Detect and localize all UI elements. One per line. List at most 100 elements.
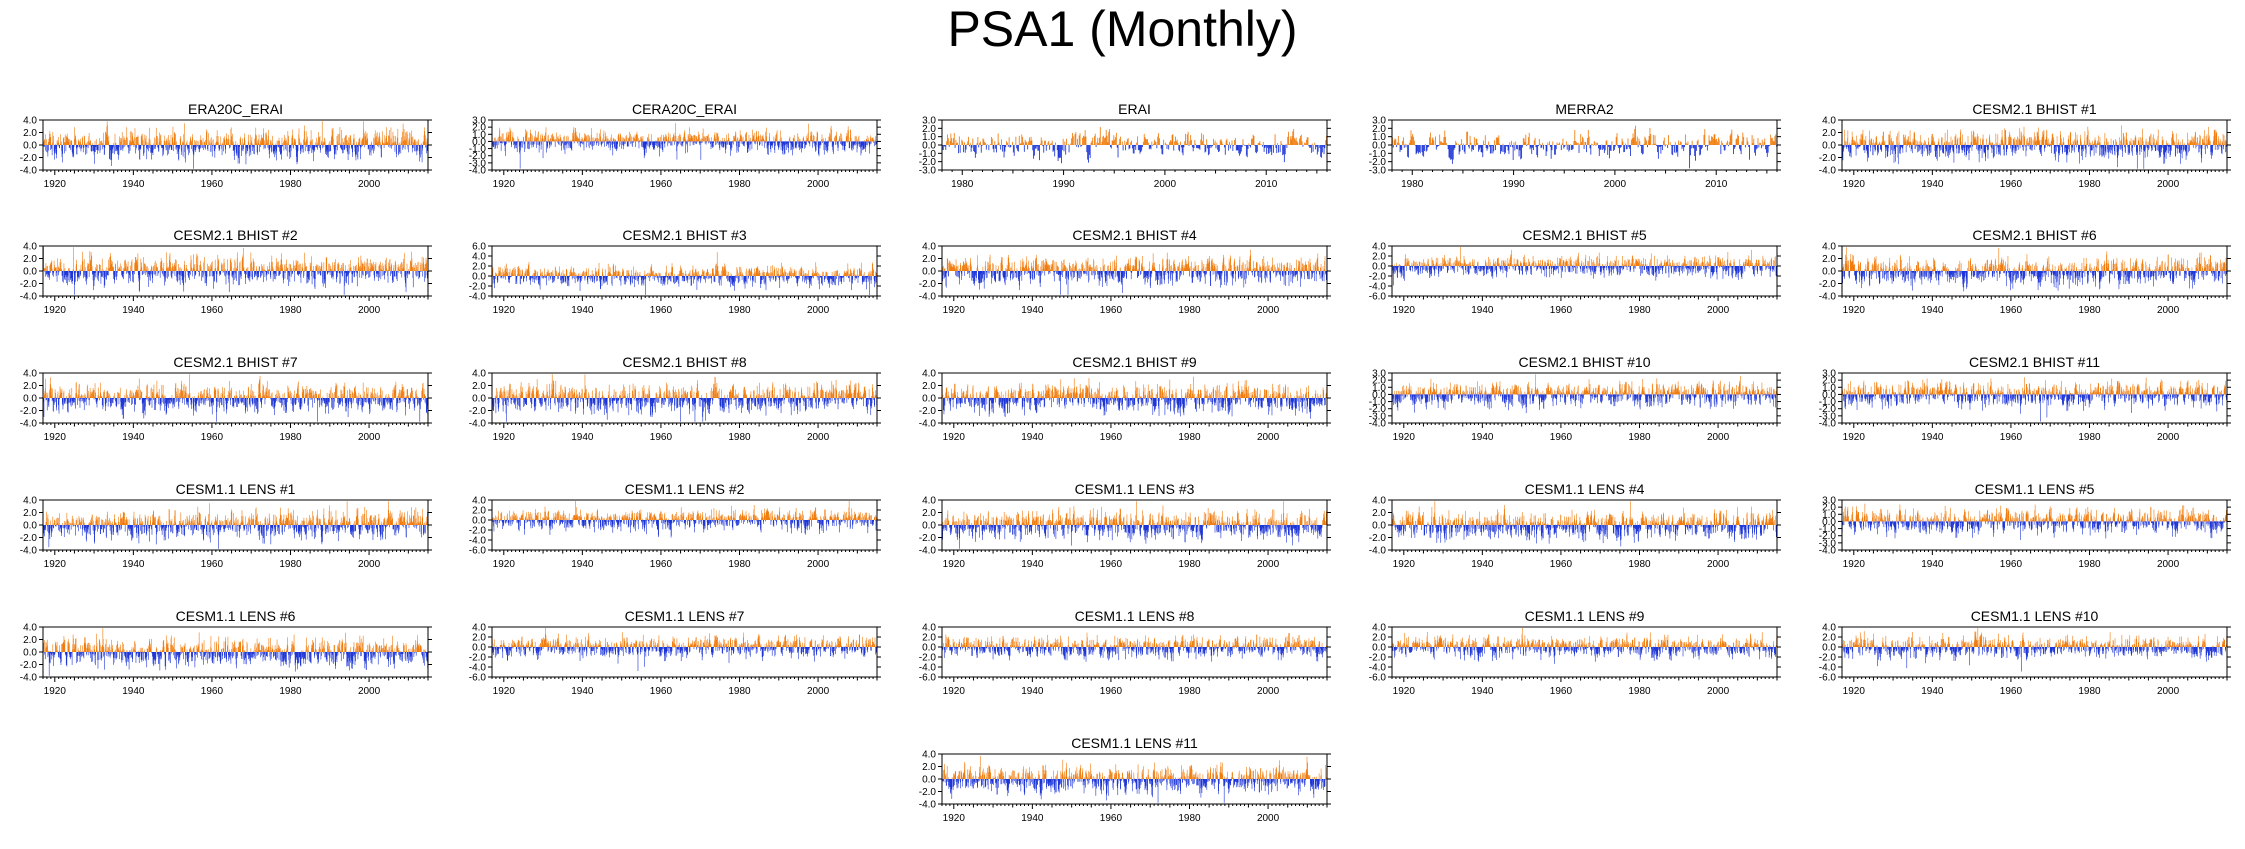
anomaly-bar (200, 145, 201, 148)
anomaly-bar (252, 137, 253, 145)
anomaly-bar (344, 142, 345, 145)
anomaly-bar (270, 145, 271, 149)
anomaly-bar (328, 144, 329, 145)
anomaly-bar (123, 145, 124, 149)
anomaly-bar (102, 141, 103, 145)
anomaly-bar (102, 145, 103, 149)
anomaly-bar (201, 145, 202, 148)
anomaly-bar (163, 145, 164, 149)
anomaly-bar (204, 142, 205, 145)
anomaly-bar (162, 145, 163, 148)
anomaly-bar (312, 145, 313, 149)
anomaly-bar (55, 144, 56, 145)
anomaly-bar (79, 143, 80, 145)
anomaly-bar (371, 145, 372, 156)
anomaly-bar (130, 131, 131, 145)
anomaly-bar (100, 145, 101, 150)
anomaly-bar (253, 144, 254, 145)
anomaly-bar (115, 143, 116, 145)
anomaly-bar (209, 141, 210, 145)
anomaly-bar (218, 142, 219, 145)
anomaly-bar (87, 145, 88, 154)
anomaly-bar (181, 145, 182, 155)
anomaly-bar (369, 145, 370, 155)
anomaly-bar (52, 145, 53, 155)
anomaly-bar (359, 139, 360, 145)
anomaly-bar (90, 145, 91, 146)
anomaly-bar (103, 144, 104, 145)
anomaly-bar (70, 141, 71, 145)
anomaly-bar (137, 137, 138, 145)
anomaly-bar (96, 139, 97, 145)
anomaly-bar (126, 145, 127, 146)
anomaly-bar (168, 145, 169, 154)
anomaly-bar (292, 130, 293, 145)
anomaly-bar (220, 145, 221, 146)
anomaly-bar (167, 145, 168, 155)
anomaly-bar (142, 136, 143, 145)
anomaly-bar (340, 127, 341, 145)
anomaly-bar (279, 138, 280, 145)
anomaly-bar (62, 145, 63, 154)
anomaly-bar (377, 132, 378, 145)
anomaly-bar (320, 136, 321, 145)
anomaly-bar (288, 136, 289, 145)
anomaly-bar (381, 145, 382, 158)
anomaly-bar (318, 145, 319, 146)
anomaly-bar (51, 137, 52, 145)
anomaly-bar (154, 137, 155, 145)
anomaly-bar (204, 145, 205, 147)
anomaly-bar (265, 133, 266, 145)
anomaly-bar (300, 142, 301, 145)
anomaly-bar (358, 142, 359, 145)
anomaly-bar (69, 145, 70, 148)
anomaly-bar (184, 123, 185, 145)
anomaly-bar (120, 138, 121, 145)
anomaly-bar (215, 143, 216, 145)
anomaly-bar (45, 134, 46, 145)
anomaly-bar (236, 141, 237, 145)
anomaly-bar (119, 145, 120, 147)
anomaly-bar (259, 144, 260, 145)
anomaly-bar (185, 145, 186, 162)
anomaly-bar (230, 145, 231, 147)
anomaly-bar (268, 130, 269, 145)
anomaly-bar (282, 145, 283, 146)
anomaly-bar (346, 145, 347, 148)
anomaly-bar (283, 141, 284, 145)
anomaly-bar (373, 138, 374, 145)
anomaly-bar (316, 145, 317, 147)
anomaly-bar (278, 141, 279, 145)
anomaly-bar (356, 145, 357, 160)
anomaly-bar (259, 135, 260, 145)
anomaly-bar (305, 145, 306, 151)
anomaly-bar (312, 139, 313, 145)
anomaly-bar (64, 142, 65, 145)
anomaly-bar (279, 141, 280, 145)
anomaly-bar (306, 145, 307, 147)
anomaly-bar (316, 138, 317, 145)
anomaly-bar (86, 145, 87, 147)
anomaly-bar (243, 145, 244, 151)
anomaly-bar (324, 145, 325, 147)
anomaly-bar (351, 140, 352, 145)
anomaly-bar (176, 141, 177, 145)
anomaly-bar (148, 145, 149, 151)
anomaly-bar (53, 136, 54, 145)
chart-title: ERA20C_ERAI (188, 101, 283, 117)
anomaly-bar (309, 145, 310, 151)
anomaly-bar (183, 145, 184, 157)
anomaly-bar (171, 135, 172, 145)
anomaly-bar (341, 130, 342, 145)
anomaly-bar (358, 145, 359, 152)
anomaly-bar (144, 135, 145, 145)
anomaly-bar (233, 142, 234, 145)
anomaly-bar (384, 145, 385, 148)
anomaly-bar (272, 145, 273, 151)
anomaly-bar (260, 145, 261, 147)
anomaly-bar (229, 139, 230, 145)
anomaly-bar (216, 145, 217, 146)
anomaly-bar (58, 142, 59, 145)
anomaly-bar (257, 141, 258, 145)
anomaly-bar (85, 142, 86, 145)
